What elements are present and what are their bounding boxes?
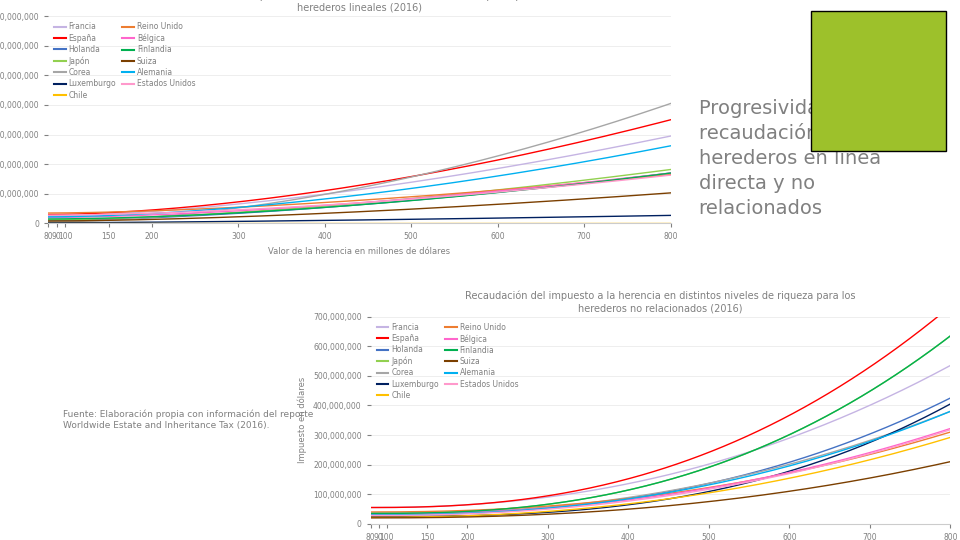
Legend: Francia, España, Holanda, Japón, Corea, Luxemburgo, Chile, Reino Unido, Bélgica,: Francia, España, Holanda, Japón, Corea, … <box>52 20 198 102</box>
Text: Progresividad de la
recaudación entre
herederos en línea
directa y no
relacionad: Progresividad de la recaudación entre he… <box>699 99 885 218</box>
X-axis label: Valor de la herencia en millones de dólares: Valor de la herencia en millones de dóla… <box>268 247 450 256</box>
Title: Recaudación del impuesto a la herencia en distintos niveles de riqueza para los
: Recaudación del impuesto a la herencia e… <box>466 291 855 313</box>
Y-axis label: Impuesto en dólares: Impuesto en dólares <box>298 377 307 463</box>
Text: Fuente: Elaboración propia con información del reporte
Worldwide Estate and Inhe: Fuente: Elaboración propia con informaci… <box>63 410 313 430</box>
Legend: Francia, España, Holanda, Japón, Corea, Luxemburgo, Chile, Reino Unido, Bélgica,: Francia, España, Holanda, Japón, Corea, … <box>374 320 520 402</box>
Title: Recaudación del impuesto a la herencia en distintos niveles de riqueza para los
: Recaudación del impuesto a la herencia e… <box>164 0 555 12</box>
